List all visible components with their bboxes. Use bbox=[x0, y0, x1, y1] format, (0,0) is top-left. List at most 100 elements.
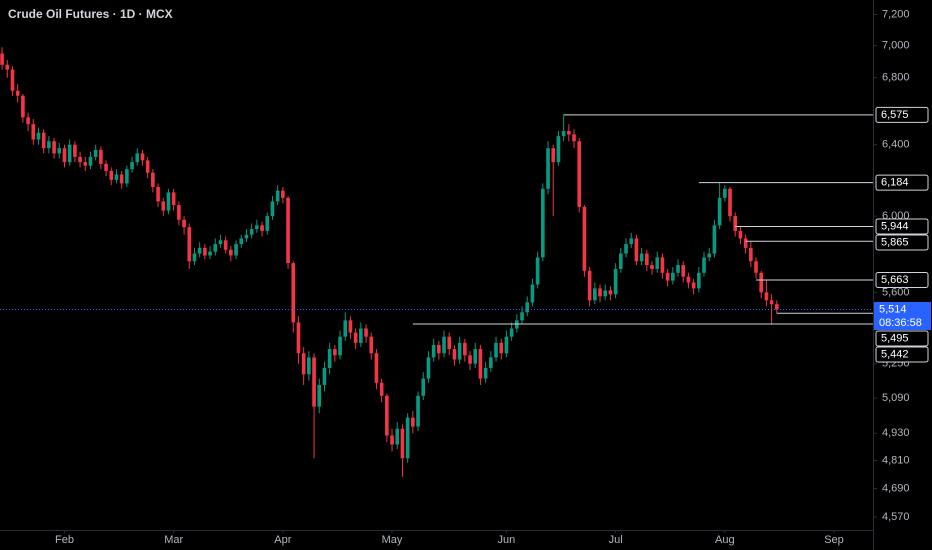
candle-body bbox=[67, 144, 72, 163]
y-tick-label: 4,930 bbox=[882, 427, 910, 439]
candle-body bbox=[416, 395, 420, 427]
candle-body bbox=[359, 328, 363, 343]
candle-body bbox=[613, 268, 618, 295]
candle-body bbox=[41, 132, 46, 149]
candle-body bbox=[135, 153, 140, 163]
candle-body bbox=[421, 378, 426, 396]
candle-body bbox=[660, 257, 665, 273]
candle-body bbox=[374, 353, 379, 383]
plot bbox=[0, 47, 873, 477]
candle-body bbox=[567, 130, 571, 135]
candle-body bbox=[275, 190, 280, 202]
candle-body bbox=[452, 349, 457, 360]
candle-body bbox=[104, 163, 108, 171]
level-label: 5,944 bbox=[881, 220, 909, 232]
candle-body bbox=[244, 234, 249, 239]
candle-body bbox=[166, 192, 171, 211]
candle-body bbox=[140, 153, 145, 161]
candle-body bbox=[145, 160, 150, 173]
candle-body bbox=[249, 229, 254, 235]
candle-body bbox=[400, 428, 405, 459]
candle-body bbox=[395, 428, 400, 445]
level-label: 5,442 bbox=[881, 348, 909, 360]
candle-body bbox=[203, 247, 207, 256]
candle-body bbox=[530, 284, 535, 303]
candle-body bbox=[686, 276, 691, 283]
candle-body bbox=[754, 261, 758, 273]
candle-body bbox=[0, 53, 4, 65]
candle-body bbox=[769, 300, 774, 305]
candle-body bbox=[353, 332, 358, 343]
last-price-box bbox=[874, 301, 931, 330]
x-tick-label: Jul bbox=[609, 534, 623, 546]
countdown-label: 08:36:58 bbox=[879, 317, 922, 329]
candle-body bbox=[665, 272, 670, 281]
candle-body bbox=[291, 263, 296, 323]
candle-body bbox=[109, 170, 114, 180]
candle-body bbox=[681, 265, 686, 277]
candle-body bbox=[541, 188, 545, 258]
candle-body bbox=[582, 206, 587, 271]
x-tick-label: Apr bbox=[274, 534, 291, 546]
candle-body bbox=[99, 149, 103, 164]
candle-body bbox=[572, 134, 576, 142]
candle-body bbox=[509, 328, 514, 337]
candle-body bbox=[229, 249, 233, 256]
candle-body bbox=[213, 244, 218, 252]
candle-body bbox=[187, 227, 192, 262]
level-box bbox=[875, 346, 929, 363]
candle-body bbox=[5, 64, 10, 70]
x-tick-label: May bbox=[382, 534, 403, 546]
candle-body bbox=[504, 336, 509, 354]
candle-body bbox=[624, 244, 628, 254]
candle-body bbox=[78, 156, 82, 163]
candle-body bbox=[645, 253, 649, 266]
candle-body bbox=[743, 238, 748, 248]
candle-body bbox=[619, 253, 623, 269]
candle-body bbox=[603, 290, 608, 297]
chart-title: Crude Oil Futures · 1D · MCX bbox=[8, 7, 173, 21]
level-label: 5,495 bbox=[881, 332, 909, 344]
x-tick-label: Jun bbox=[498, 534, 516, 546]
candle-body bbox=[62, 148, 67, 163]
candle-body bbox=[728, 188, 732, 217]
candle-body bbox=[468, 355, 472, 364]
candle-body bbox=[177, 205, 181, 220]
level-box bbox=[875, 174, 929, 191]
x-tick-label: Mar bbox=[164, 534, 183, 546]
candle-body bbox=[15, 90, 20, 96]
candle-body bbox=[83, 162, 88, 166]
candle-body bbox=[733, 216, 738, 231]
y-tick-label: 6,400 bbox=[882, 139, 910, 151]
y-tick-label: 4,690 bbox=[882, 482, 910, 494]
candle-body bbox=[379, 382, 384, 396]
level-box bbox=[875, 234, 929, 251]
candle-body bbox=[764, 292, 769, 301]
candle-body bbox=[255, 225, 259, 230]
candle-body bbox=[561, 130, 566, 137]
candle-body bbox=[73, 144, 77, 157]
y-tick-label: 5,090 bbox=[882, 392, 910, 404]
level-box bbox=[875, 271, 929, 288]
candle-body bbox=[593, 288, 597, 301]
candle-body bbox=[197, 247, 202, 254]
candle-body bbox=[712, 225, 717, 254]
candle-body bbox=[598, 288, 602, 297]
candle-body bbox=[114, 174, 119, 180]
candle-body bbox=[722, 188, 727, 198]
labels: 7,2007,0006,8006,4006,0005,6005,2505,090… bbox=[55, 8, 931, 546]
candle-body bbox=[535, 257, 540, 285]
candle-body bbox=[93, 149, 98, 157]
candle-body bbox=[327, 349, 332, 368]
level-label: 5,865 bbox=[881, 236, 909, 248]
candle-body bbox=[234, 244, 238, 256]
candle-body bbox=[333, 349, 337, 356]
candle-body bbox=[691, 282, 696, 289]
candle-body bbox=[130, 162, 134, 170]
candle-body bbox=[307, 357, 311, 375]
candle-body bbox=[670, 272, 675, 281]
candle-body bbox=[88, 156, 93, 166]
candle-body bbox=[774, 304, 779, 310]
candle-body bbox=[457, 342, 462, 360]
candle-body bbox=[431, 344, 436, 358]
